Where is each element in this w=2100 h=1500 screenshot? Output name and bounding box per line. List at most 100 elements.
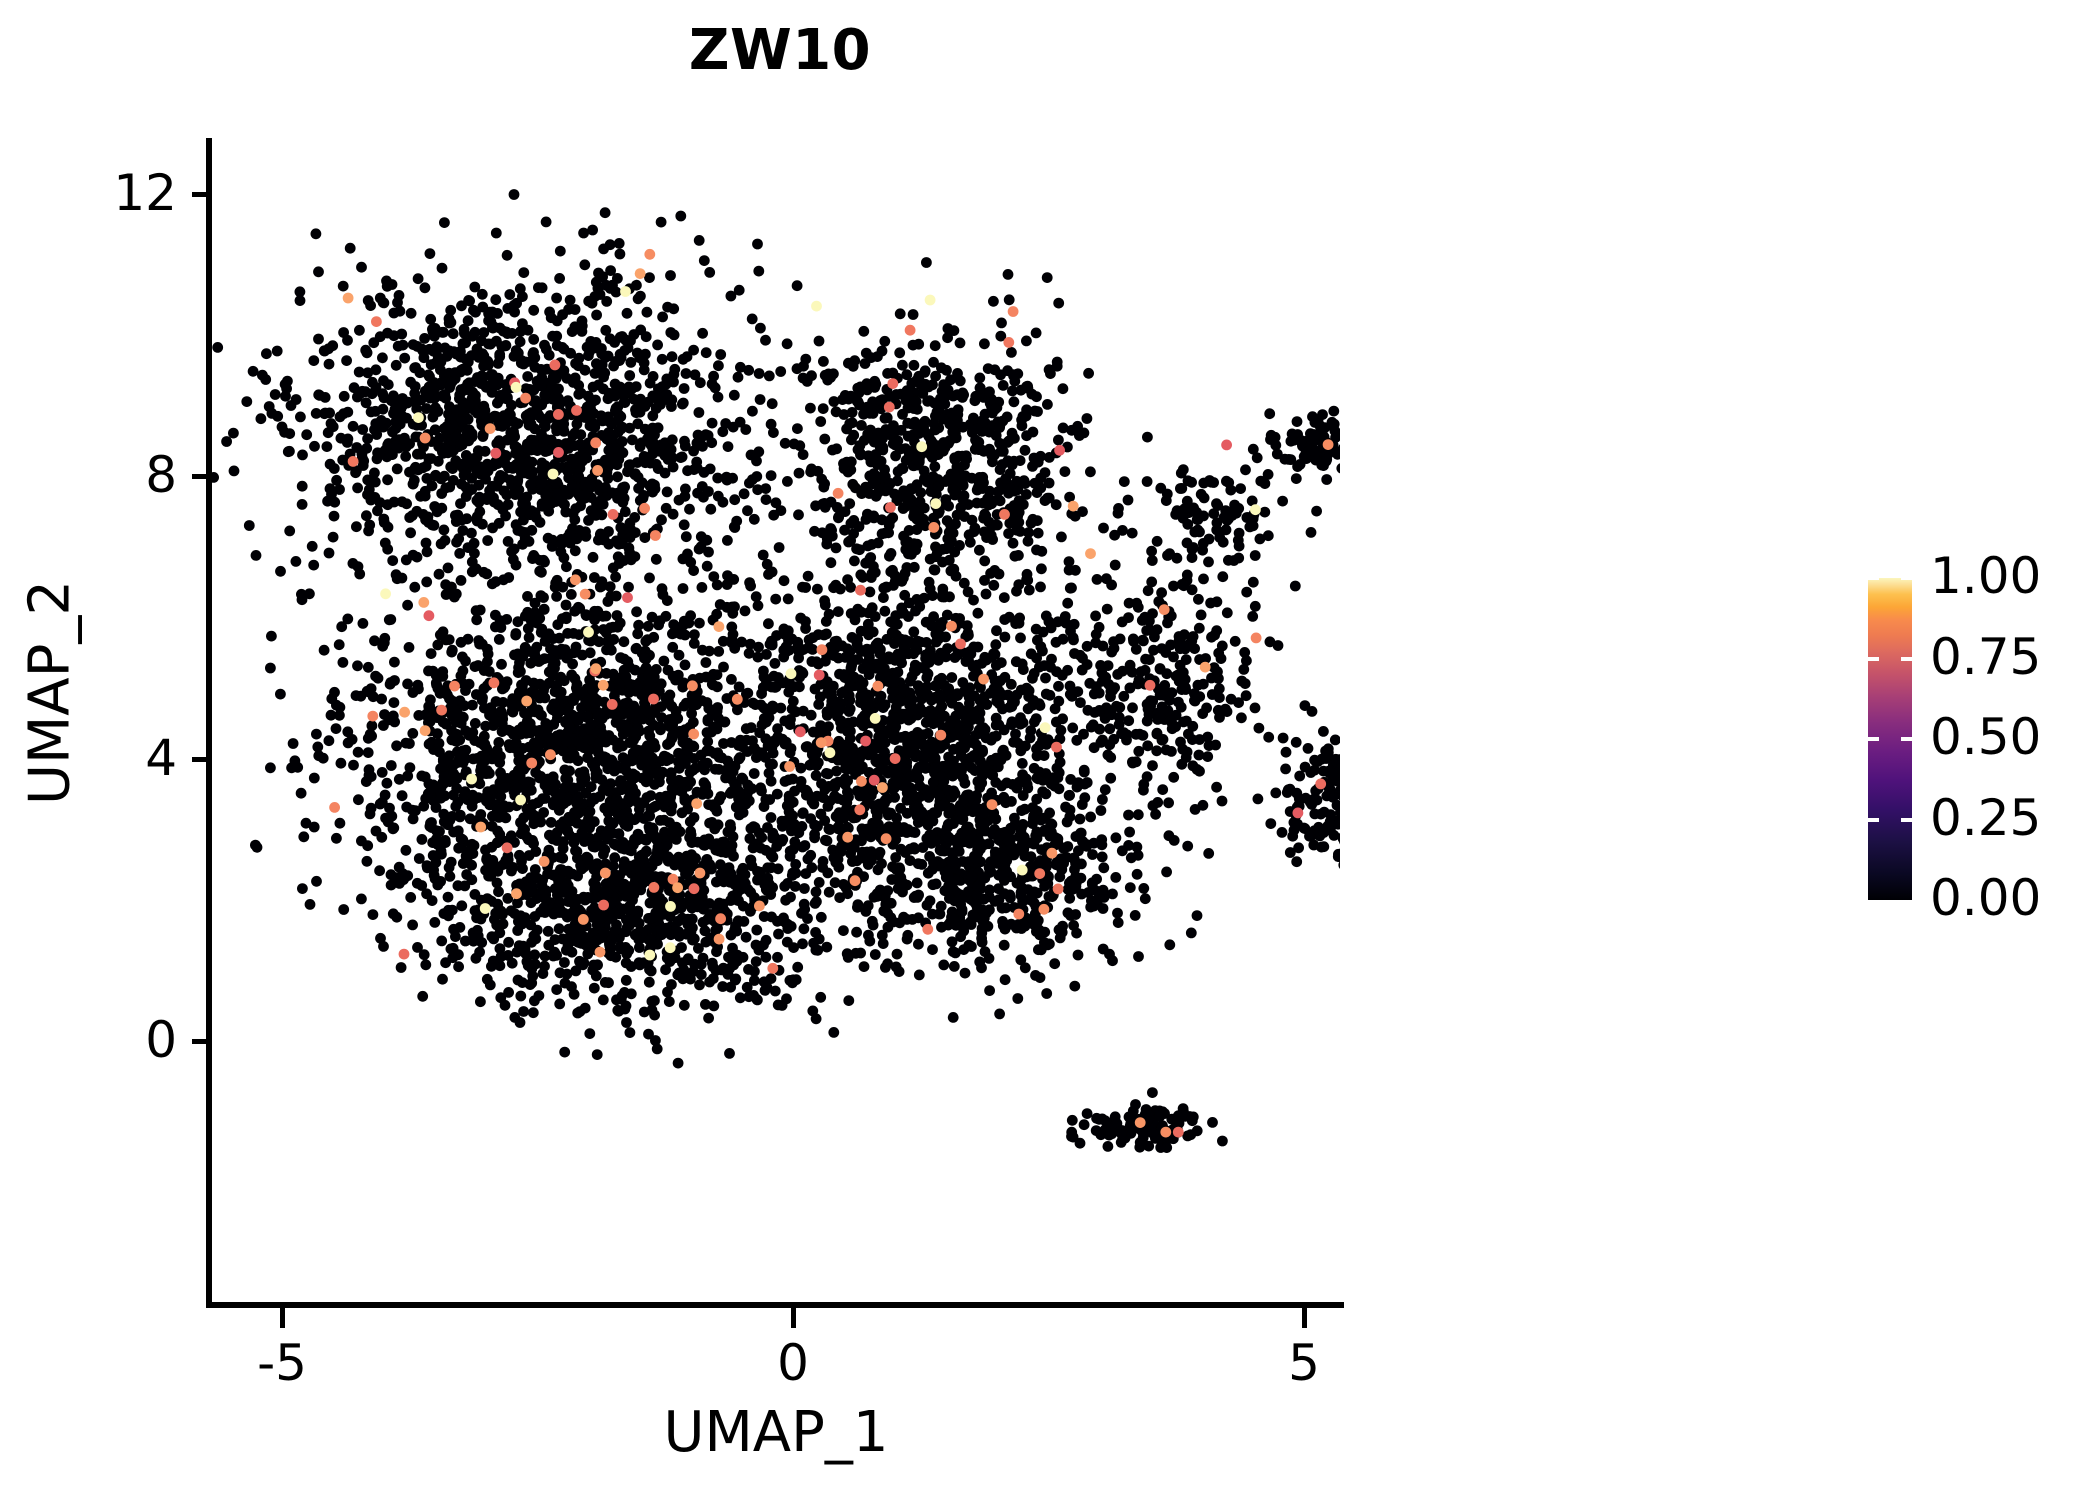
scatter-point <box>621 1017 632 1028</box>
scatter-point <box>608 634 619 645</box>
scatter-point <box>445 856 457 868</box>
scatter-point <box>599 454 611 466</box>
scatter-point <box>390 569 402 581</box>
scatter-point <box>425 648 437 659</box>
scatter-point <box>650 800 662 812</box>
scatter-point <box>426 817 437 828</box>
scatter-point <box>342 737 354 749</box>
scatter-point <box>793 509 804 521</box>
scatter-point <box>478 327 490 338</box>
scatter-point <box>798 923 810 935</box>
scatter-point <box>429 424 441 436</box>
scatter-point <box>420 959 432 971</box>
scatter-point <box>453 842 465 854</box>
scatter-point <box>395 962 407 973</box>
scatter-point <box>736 636 747 648</box>
scatter-point <box>506 328 518 339</box>
scatter-point <box>764 638 776 650</box>
scatter-point <box>638 490 649 501</box>
scatter-point <box>614 248 626 260</box>
scatter-point <box>688 741 700 753</box>
scatter-point <box>646 611 658 623</box>
scatter-point <box>623 459 635 471</box>
scatter-point <box>455 416 467 427</box>
scatter-point <box>434 432 446 444</box>
scatter-point <box>629 469 641 480</box>
scatter-point <box>287 738 299 749</box>
scatter-point <box>411 505 423 517</box>
scatter-point <box>446 446 458 457</box>
scatter-point <box>385 677 397 688</box>
scatter-point <box>711 608 723 620</box>
scatter-point <box>694 377 706 389</box>
scatter-point <box>518 358 529 370</box>
scatter-point <box>456 900 468 912</box>
scatter-point <box>698 884 710 896</box>
scatter-point <box>611 459 623 471</box>
scatter-point <box>693 407 705 418</box>
scatter-point <box>437 973 448 985</box>
scatter-point <box>571 796 582 808</box>
scatter-point <box>363 484 375 495</box>
scatter-point <box>354 568 366 580</box>
scatter-point <box>528 550 540 562</box>
scatter-point <box>846 632 858 643</box>
scatter-point <box>585 336 597 347</box>
scatter-point <box>538 554 549 566</box>
scatter-point <box>855 606 867 618</box>
scatter-point <box>428 864 439 876</box>
scatter-point <box>569 372 581 384</box>
scatter-point <box>499 999 511 1011</box>
scatter-point <box>638 357 650 369</box>
scatter-point <box>639 652 650 664</box>
scatter-point <box>296 499 308 510</box>
scatter-point <box>821 768 832 779</box>
scatter-point <box>319 408 330 420</box>
scatter-point <box>740 931 752 943</box>
scatter-point <box>632 293 644 305</box>
scatter-point <box>743 364 755 376</box>
scatter-point <box>379 537 391 549</box>
scatter-point <box>532 737 544 749</box>
scatter-point <box>1004 701 1015 713</box>
scatter-point <box>890 721 902 733</box>
scatter-point <box>775 702 787 714</box>
scatter-point <box>990 660 1002 671</box>
scatter-point <box>557 865 569 877</box>
scatter-point <box>357 424 369 435</box>
scatter-point <box>729 494 741 506</box>
scatter-point <box>296 594 308 606</box>
scatter-point <box>313 333 324 345</box>
scatter-point <box>1015 954 1027 966</box>
scatter-point <box>374 798 386 810</box>
scatter-point <box>323 358 335 370</box>
scatter-point <box>589 762 601 774</box>
scatter-point <box>680 531 692 543</box>
scatter-point <box>308 772 320 784</box>
scatter-point <box>666 434 678 446</box>
scatter-point <box>337 657 349 668</box>
scatter-point <box>619 698 631 709</box>
scatter-point <box>706 417 718 429</box>
scatter-point <box>487 855 499 866</box>
scatter-point <box>436 935 448 947</box>
scatter-point <box>807 644 818 655</box>
scatter-point <box>733 681 745 693</box>
scatter-point <box>438 524 450 536</box>
scatter-point <box>615 652 626 663</box>
scatter-point <box>629 551 641 562</box>
scatter-point <box>732 916 744 928</box>
scatter-point <box>588 864 600 875</box>
scatter-point <box>938 959 950 971</box>
scatter-point <box>864 586 876 598</box>
scatter-point <box>551 340 563 351</box>
scatter-point <box>593 914 605 925</box>
scatter-point <box>539 680 551 692</box>
scatter-point <box>638 451 650 462</box>
scatter-point <box>623 581 634 593</box>
scatter-point <box>474 491 485 503</box>
scatter-point <box>388 307 400 319</box>
scatter-point <box>644 897 656 909</box>
scatter-point <box>384 802 395 814</box>
scatter-point <box>693 235 705 246</box>
